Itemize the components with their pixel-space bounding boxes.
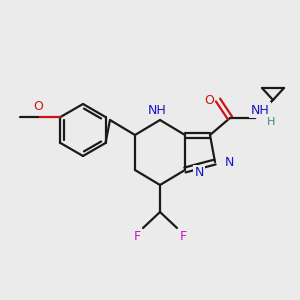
Text: O: O: [34, 100, 44, 113]
Text: NH: NH: [148, 103, 166, 116]
Text: H: H: [267, 117, 275, 127]
Text: NH: NH: [250, 103, 269, 116]
Text: N: N: [224, 155, 234, 169]
Text: N: N: [194, 167, 204, 179]
Text: O: O: [204, 94, 214, 106]
Text: F: F: [134, 230, 141, 244]
Text: F: F: [179, 230, 187, 244]
